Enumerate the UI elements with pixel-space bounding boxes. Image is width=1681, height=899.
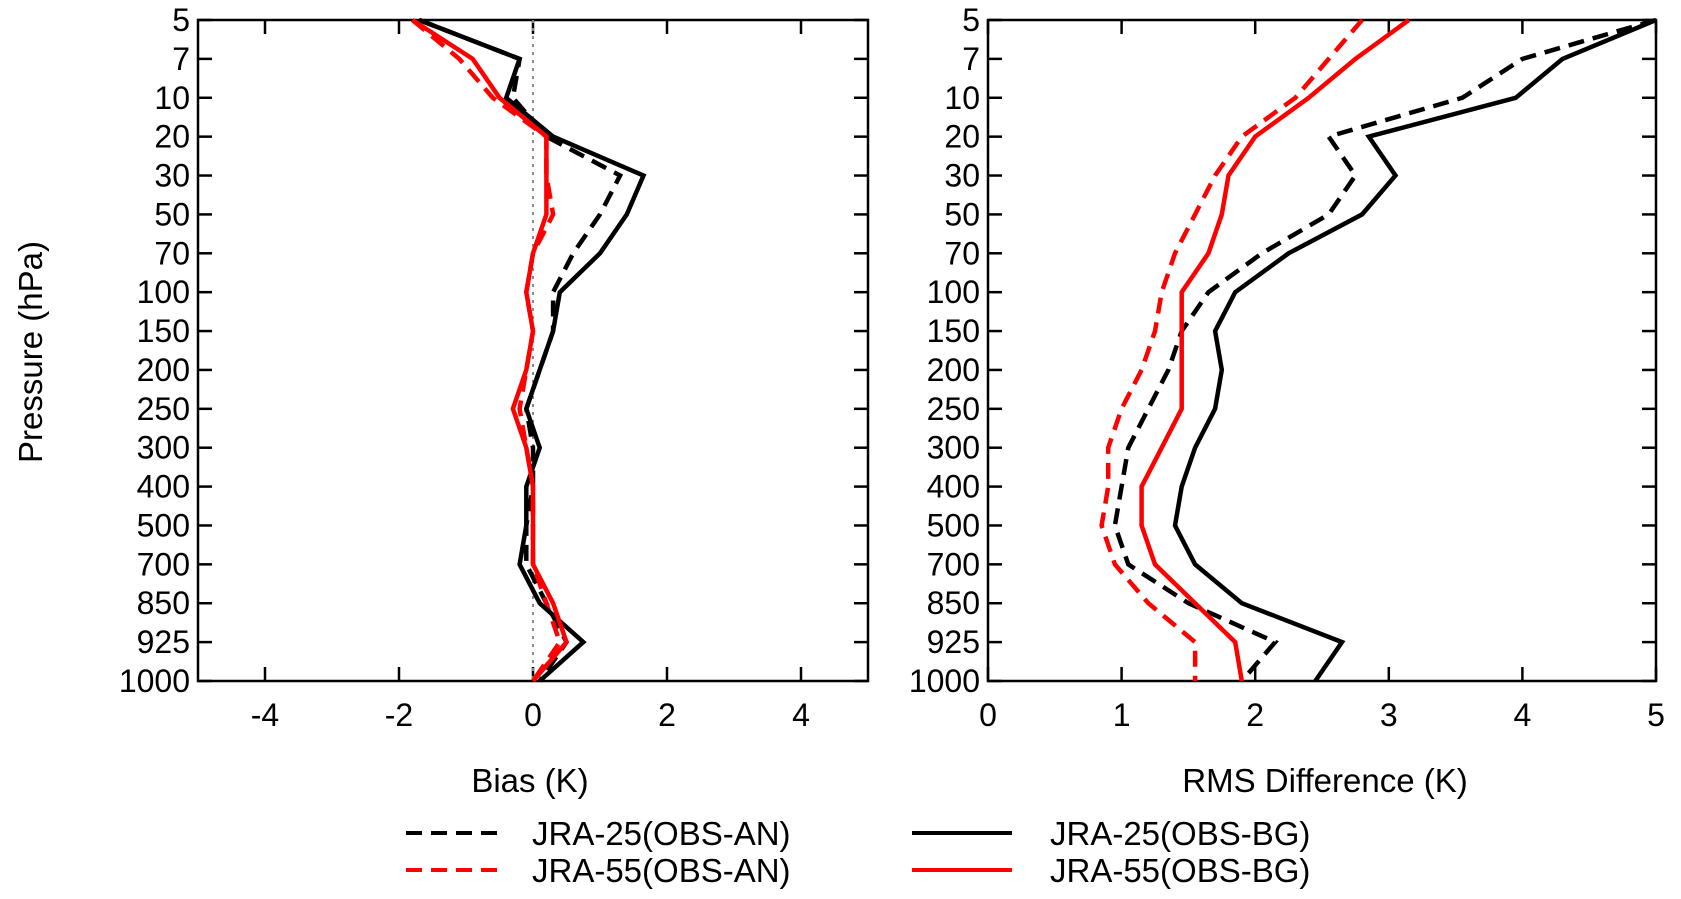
rms-x-tick-label: 0	[979, 697, 997, 733]
rms-y-tick-label: 300	[927, 430, 980, 466]
bias-y-tick-label: 925	[137, 624, 190, 660]
rms-y-tick-label: 700	[927, 546, 980, 582]
rms-y-tick-label: 5	[962, 2, 980, 38]
x-axis-label-bias: Bias (K)	[471, 762, 588, 799]
bias-x-tick-label: -4	[251, 697, 279, 733]
bias-series-jra-25-obs-an	[418, 17, 624, 683]
rms-x-tick-label: 2	[1246, 697, 1264, 733]
bias-y-tick-label: 200	[137, 352, 190, 388]
legend: JRA-25(OBS-AN) JRA-25(OBS-BG) JRA-55(OBS…	[406, 815, 1310, 889]
legend-label-jra25-bg: JRA-25(OBS-BG)	[1050, 815, 1310, 852]
rms-x-tick-label: 5	[1647, 697, 1665, 733]
bias-x-tick-label: -2	[385, 697, 413, 733]
rms-series-jra-25-obs-bg	[1172, 17, 1657, 683]
bias-y-tick-label: 70	[154, 235, 190, 271]
bias-series-jra-55-obs-an	[410, 18, 563, 683]
rms-y-tick-label: 250	[927, 391, 980, 427]
bias-y-tick-label: 50	[154, 196, 190, 232]
y-axis-label: Pressure (hPa)	[12, 241, 49, 463]
rms-y-tick-label: 850	[927, 585, 980, 621]
rms-x-tick-label: 3	[1380, 697, 1398, 733]
rms-plot-frame	[986, 18, 1658, 683]
bias-x-tick-label: 4	[792, 697, 810, 733]
rms-series-jra-25-obs-an	[1112, 17, 1657, 683]
bias-x-tick-label: 2	[658, 697, 676, 733]
rms-series-jra-55-obs-bg	[1139, 18, 1411, 682]
legend-label-jra55-an: JRA-55(OBS-AN)	[532, 852, 791, 889]
bias-series-jra-25-obs-bg	[418, 17, 647, 683]
bias-y-tick-label: 150	[137, 313, 190, 349]
rms-y-tick-label: 10	[944, 80, 980, 116]
rms-y-tick-label: 100	[927, 274, 980, 310]
rms-y-tick-label: 150	[927, 313, 980, 349]
bias-y-tick-label: 850	[137, 585, 190, 621]
x-axis-label-rms: RMS Difference (K)	[1182, 762, 1467, 799]
rms-y-tick-label: 500	[927, 507, 980, 543]
rms-y-tick-label: 925	[927, 624, 980, 660]
bias-y-tick-label: 400	[137, 469, 190, 505]
rms-panel: 5710203050701001502002503004005007008509…	[909, 2, 1665, 733]
rms-y-tick-label: 70	[944, 235, 980, 271]
rms-series-jra-55-obs-an	[1099, 18, 1364, 681]
bias-y-tick-label: 500	[137, 507, 190, 543]
bias-y-tick-label: 10	[154, 80, 190, 116]
rms-y-tick-label: 20	[944, 119, 980, 155]
bias-y-tick-label: 100	[137, 274, 190, 310]
rms-x-tick-label: 1	[1113, 697, 1131, 733]
bias-y-tick-label: 5	[172, 2, 190, 38]
legend-label-jra55-bg: JRA-55(OBS-BG)	[1050, 852, 1310, 889]
bias-panel: 5710203050701001502002503004005007008509…	[119, 2, 870, 733]
rms-y-tick-label: 1000	[909, 663, 980, 699]
legend-label-jra25-an: JRA-25(OBS-AN)	[532, 815, 791, 852]
rms-y-tick-label: 400	[927, 469, 980, 505]
bias-y-tick-label: 1000	[119, 663, 190, 699]
bias-y-tick-label: 7	[172, 41, 190, 77]
bias-y-tick-label: 300	[137, 430, 190, 466]
rms-y-tick-label: 30	[944, 158, 980, 194]
rms-x-tick-label: 4	[1514, 697, 1532, 733]
bias-y-tick-label: 700	[137, 546, 190, 582]
bias-series-jra-55-obs-bg	[411, 18, 570, 683]
bias-y-tick-label: 250	[137, 391, 190, 427]
bias-y-tick-label: 20	[154, 119, 190, 155]
rms-y-tick-label: 50	[944, 196, 980, 232]
bias-x-tick-label: 0	[524, 697, 542, 733]
rms-y-tick-label: 200	[927, 352, 980, 388]
bias-y-tick-label: 30	[154, 158, 190, 194]
rms-y-tick-label: 7	[962, 41, 980, 77]
